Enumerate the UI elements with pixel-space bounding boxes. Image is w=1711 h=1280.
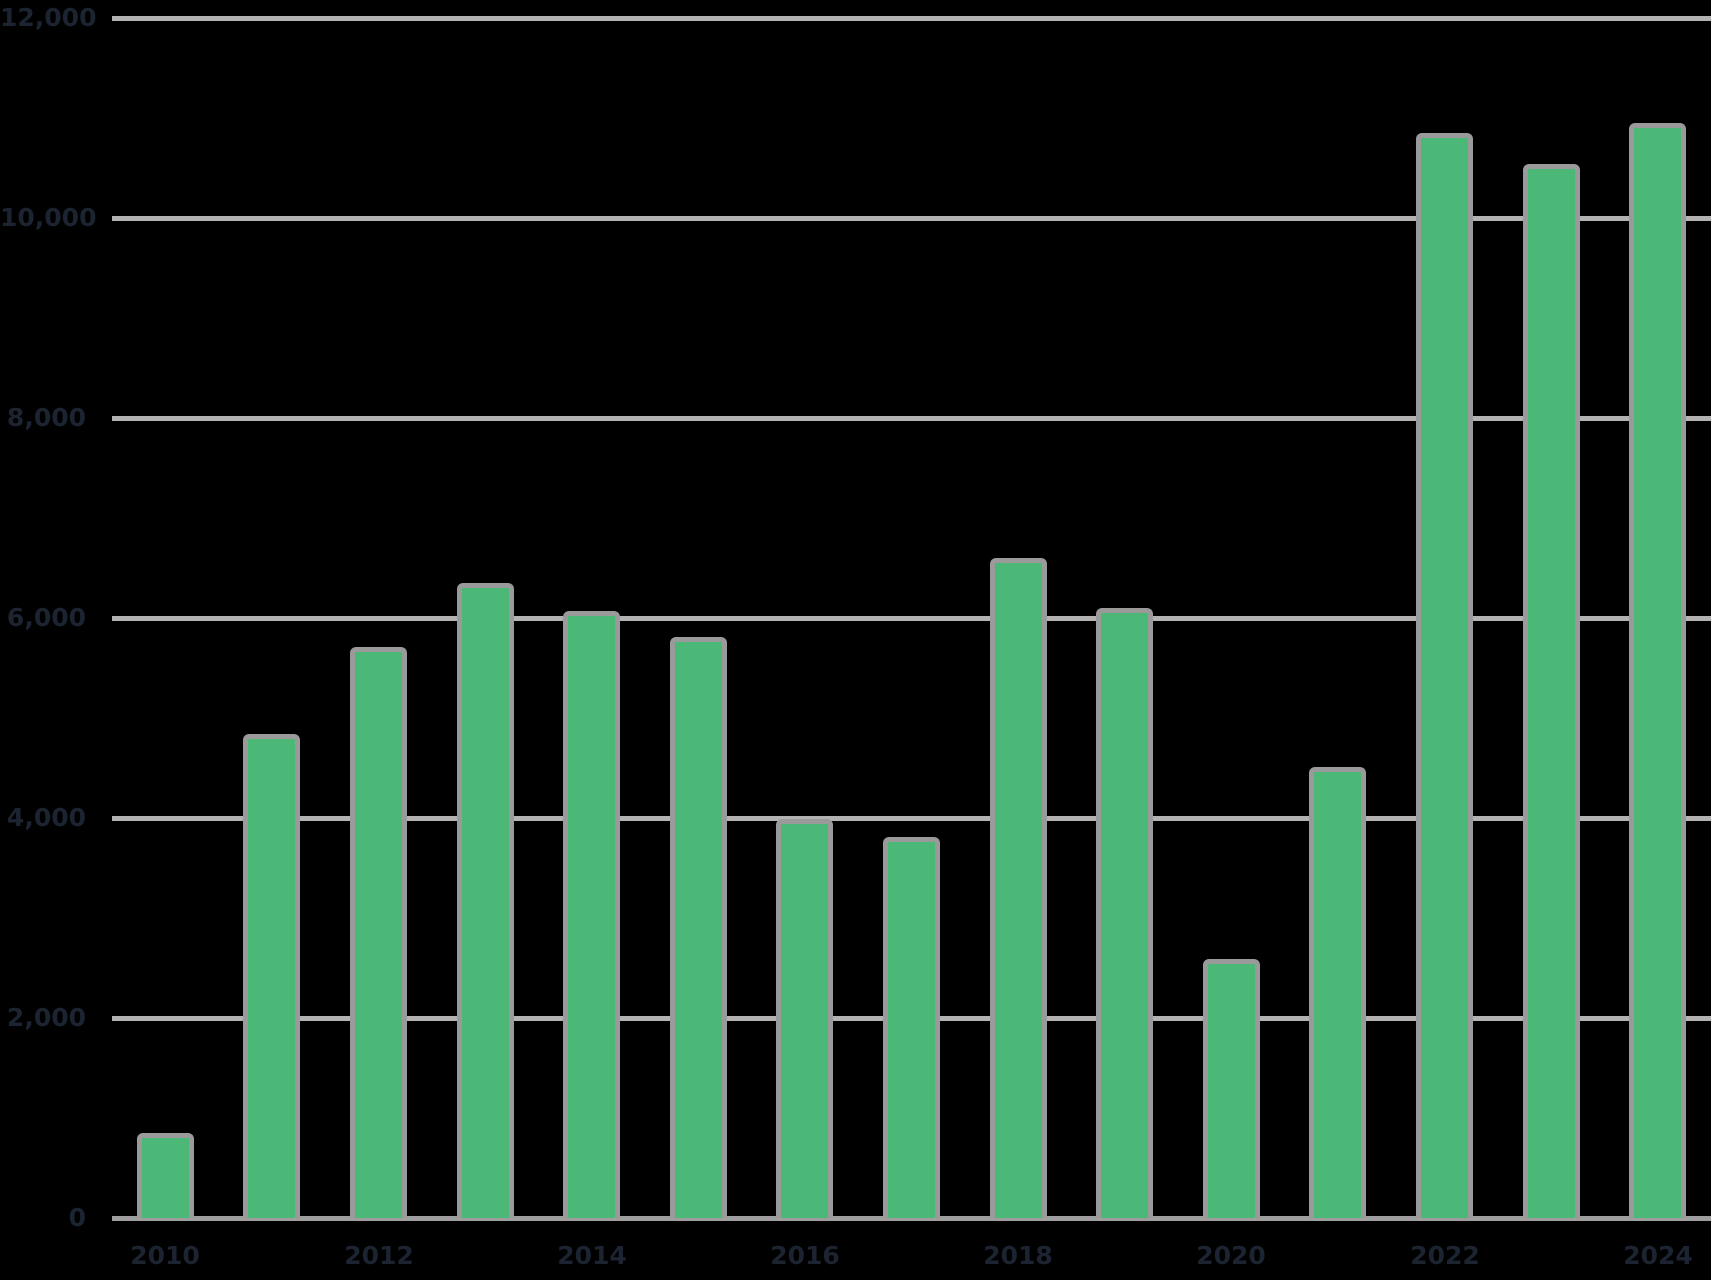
bar-2012 <box>350 647 407 1218</box>
x-tick-label: 2014 <box>557 1241 627 1270</box>
gridline <box>112 616 1711 621</box>
y-tick-label: 10,000 <box>0 203 97 232</box>
x-tick-label: 2024 <box>1623 1241 1693 1270</box>
bar-2016 <box>776 819 833 1218</box>
bar-2010 <box>137 1133 194 1218</box>
y-tick-label: 6,000 <box>6 603 86 632</box>
gridline <box>112 816 1711 821</box>
y-tick-label: 0 <box>68 1203 86 1232</box>
y-tick-label: 8,000 <box>6 403 86 432</box>
y-tick-label: 4,000 <box>6 803 86 832</box>
bar-2022 <box>1416 133 1473 1218</box>
x-axis-line <box>112 1216 1711 1221</box>
x-tick-label: 2010 <box>130 1241 200 1270</box>
bar-2015 <box>670 637 727 1218</box>
gridline <box>112 416 1711 421</box>
bar-2011 <box>243 734 300 1218</box>
y-tick-label: 12,000 <box>0 3 97 32</box>
bar-2023 <box>1523 164 1580 1218</box>
x-tick-label: 2020 <box>1196 1241 1266 1270</box>
x-tick-label: 2016 <box>770 1241 840 1270</box>
y-tick-label: 2,000 <box>6 1003 86 1032</box>
bar-2020 <box>1203 959 1260 1218</box>
x-tick-label: 2018 <box>983 1241 1053 1270</box>
x-tick-label: 2022 <box>1410 1241 1480 1270</box>
bar-2018 <box>990 558 1047 1218</box>
bar-2024 <box>1629 123 1686 1218</box>
gridline <box>112 216 1711 221</box>
bar-2014 <box>563 611 620 1218</box>
bar-2021 <box>1309 767 1366 1218</box>
gridline <box>112 16 1711 21</box>
bar-2013 <box>457 583 514 1218</box>
bar-2017 <box>883 837 940 1218</box>
bar-2019 <box>1096 608 1153 1218</box>
x-tick-label: 2012 <box>344 1241 414 1270</box>
